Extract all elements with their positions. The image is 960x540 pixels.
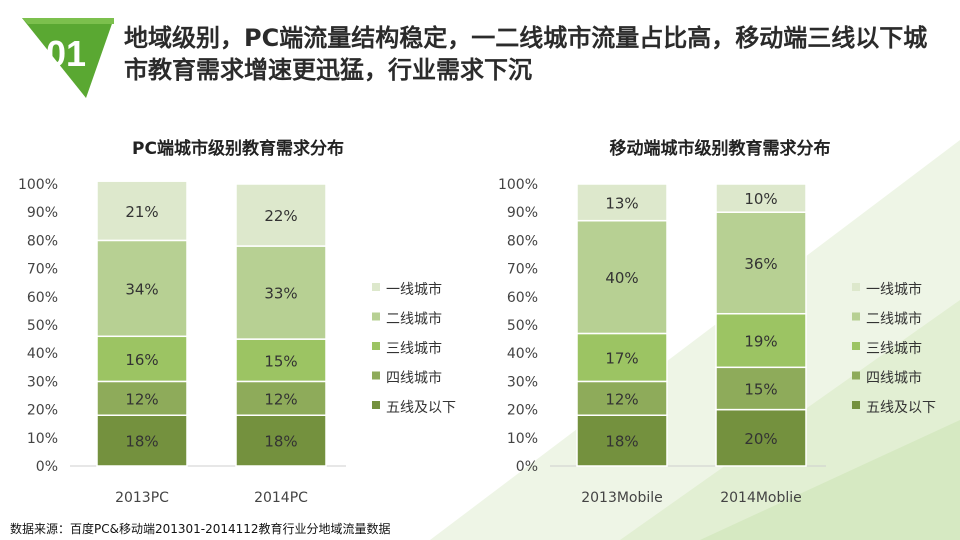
mobile-legend-swatch xyxy=(852,342,860,350)
pc-bar-segment xyxy=(235,183,327,247)
badge-triangle xyxy=(22,18,114,98)
mobile-category-label: 2014Moblie xyxy=(720,490,802,506)
mobile-ytick-label: 20% xyxy=(507,403,538,419)
pc-ytick-label: 100% xyxy=(18,177,58,193)
mobile-legend-label: 二线城市 xyxy=(866,311,922,328)
pc-data-label: 21% xyxy=(125,203,158,221)
mobile-chart-title: 移动端城市级别教育需求分布 xyxy=(609,139,831,159)
mobile-ytick-label: 50% xyxy=(507,318,538,334)
mobile-legend-label: 一线城市 xyxy=(866,281,922,298)
pc-ytick-label: 0% xyxy=(36,459,58,475)
pc-legend-swatch xyxy=(372,312,380,321)
mobile-data-label: 19% xyxy=(744,333,777,351)
mobile-data-label: 17% xyxy=(605,349,638,367)
pc-bar-segment xyxy=(96,335,188,383)
mobile-bar-segment xyxy=(576,219,668,335)
pc-ytick-label: 50% xyxy=(27,318,58,334)
pc-category-label: 2014PC xyxy=(254,490,308,506)
mobile-legend-swatch xyxy=(852,283,860,291)
mobile-bar-segment xyxy=(576,332,668,383)
pc-data-label: 18% xyxy=(264,433,297,451)
pc-bar-segment xyxy=(235,338,327,383)
pc-bar-segment xyxy=(235,245,327,340)
mobile-data-label: 18% xyxy=(605,433,638,451)
pc-ytick-label: 10% xyxy=(27,431,58,447)
mobile-legend-label: 三线城市 xyxy=(866,340,922,357)
mobile-bar-segment xyxy=(576,380,668,416)
pc-ytick-label: 90% xyxy=(27,205,58,221)
pc-ytick-label: 20% xyxy=(27,403,58,419)
pc-ytick-label: 80% xyxy=(27,233,58,249)
pc-data-label: 22% xyxy=(264,207,297,225)
pc-ytick-label: 70% xyxy=(27,262,58,278)
mobile-bar-segment xyxy=(576,183,668,222)
mobile-bar-segment xyxy=(715,183,807,213)
mobile-data-label: 10% xyxy=(744,190,777,208)
pc-legend-swatch xyxy=(372,371,380,380)
pc-legend-label: 三线城市 xyxy=(386,340,442,357)
badge-number: 01 xyxy=(46,33,86,74)
mobile-ytick-label: 40% xyxy=(507,346,538,362)
pc-bar-segment xyxy=(96,414,188,467)
pc-data-label: 33% xyxy=(264,285,297,303)
pc-data-label: 16% xyxy=(125,351,158,369)
mobile-category-label: 2013Mobile xyxy=(581,490,663,506)
pc-legend-label: 五线及以下 xyxy=(386,400,456,416)
pc-bar-segment xyxy=(96,239,188,338)
mobile-ytick-label: 80% xyxy=(507,233,538,249)
mobile-bar-segment xyxy=(715,312,807,369)
mobile-ytick-label: 100% xyxy=(498,177,538,193)
mobile-bar-segment xyxy=(576,414,668,467)
pc-ytick-label: 40% xyxy=(27,346,58,362)
pc-bar-segment xyxy=(235,380,327,416)
pc-data-label: 12% xyxy=(264,390,297,408)
mobile-data-label: 36% xyxy=(744,255,777,273)
pc-legend-label: 二线城市 xyxy=(386,311,442,328)
pc-data-label: 12% xyxy=(125,390,158,408)
pc-data-label: 15% xyxy=(264,352,297,370)
badge-highlight xyxy=(22,18,114,24)
pc-data-label: 18% xyxy=(125,433,158,451)
pc-ytick-label: 60% xyxy=(27,290,58,306)
page-headline: 地域级别，PC端流量结构稳定，一二线城市流量占比高，移动端三线以下城市教育需求增… xyxy=(124,24,928,84)
mobile-legend-swatch xyxy=(852,312,860,321)
pc-data-label: 34% xyxy=(125,280,158,298)
mobile-ytick-label: 0% xyxy=(516,459,538,475)
mobile-legend-label: 五线及以下 xyxy=(866,400,936,416)
mobile-data-label: 20% xyxy=(744,430,777,448)
mobile-ytick-label: 70% xyxy=(507,262,538,278)
pc-legend-label: 四线城市 xyxy=(386,370,442,387)
pc-ytick-label: 30% xyxy=(27,374,58,390)
pc-category-label: 2013PC xyxy=(115,490,169,506)
mobile-data-label: 12% xyxy=(605,390,638,408)
mobile-bar-segment xyxy=(715,408,807,467)
mobile-ytick-label: 90% xyxy=(507,205,538,221)
mobile-ytick-label: 30% xyxy=(507,374,538,390)
pc-legend-swatch xyxy=(372,401,380,409)
pc-bar-segment xyxy=(96,180,188,242)
mobile-data-label: 13% xyxy=(605,194,638,212)
section-number-badge: 01 xyxy=(22,18,114,98)
pc-chart-title: PC端城市级别教育需求分布 xyxy=(132,139,344,159)
mobile-bar-segment xyxy=(715,366,807,411)
mobile-legend-swatch xyxy=(852,401,860,409)
pc-legend-swatch xyxy=(372,283,380,291)
mobile-legend-label: 四线城市 xyxy=(866,370,922,387)
mobile-ytick-label: 60% xyxy=(507,290,538,306)
pc-legend-label: 一线城市 xyxy=(386,281,442,298)
pc-legend-swatch xyxy=(372,342,380,350)
source-note: 数据来源：百度PC&移动端201301-2014112教育行业分地域流量数据 xyxy=(10,522,391,536)
pc-bar-segment xyxy=(96,380,188,416)
mobile-ytick-label: 10% xyxy=(507,431,538,447)
mobile-legend-swatch xyxy=(852,371,860,380)
mobile-data-label: 40% xyxy=(605,269,638,287)
mobile-data-label: 15% xyxy=(744,380,777,398)
